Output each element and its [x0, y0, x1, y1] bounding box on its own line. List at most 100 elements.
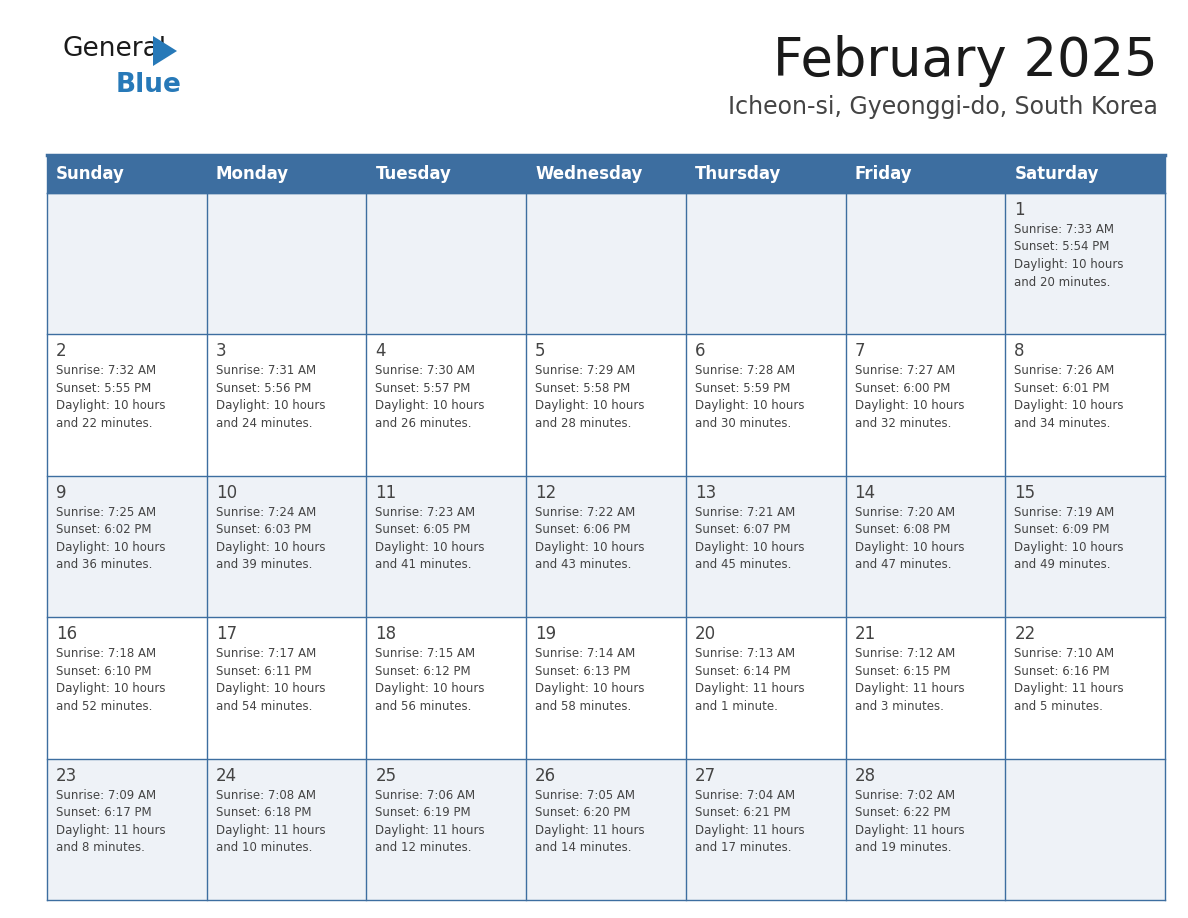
Text: Sunrise: 7:08 AM
Sunset: 6:18 PM
Daylight: 11 hours
and 10 minutes.: Sunrise: 7:08 AM Sunset: 6:18 PM Dayligh… — [216, 789, 326, 854]
Bar — [207, 476, 366, 617]
Bar — [846, 617, 1005, 758]
Text: 6: 6 — [695, 342, 706, 361]
Text: 19: 19 — [535, 625, 556, 644]
Text: 27: 27 — [695, 767, 716, 785]
Text: 22: 22 — [1015, 625, 1036, 644]
Text: 7: 7 — [854, 342, 865, 361]
Bar — [1005, 476, 1165, 617]
Text: Sunrise: 7:20 AM
Sunset: 6:08 PM
Daylight: 10 hours
and 47 minutes.: Sunrise: 7:20 AM Sunset: 6:08 PM Dayligh… — [854, 506, 965, 571]
Text: 12: 12 — [535, 484, 556, 502]
Text: Sunrise: 7:23 AM
Sunset: 6:05 PM
Daylight: 10 hours
and 41 minutes.: Sunrise: 7:23 AM Sunset: 6:05 PM Dayligh… — [375, 506, 485, 571]
Text: 5: 5 — [535, 342, 545, 361]
Bar — [685, 193, 846, 334]
Bar — [526, 193, 685, 334]
Bar — [1005, 334, 1165, 476]
Bar — [366, 193, 526, 334]
Bar — [685, 476, 846, 617]
Bar — [366, 476, 526, 617]
Text: Sunrise: 7:09 AM
Sunset: 6:17 PM
Daylight: 11 hours
and 8 minutes.: Sunrise: 7:09 AM Sunset: 6:17 PM Dayligh… — [56, 789, 165, 854]
Bar — [207, 617, 366, 758]
Text: Sunrise: 7:04 AM
Sunset: 6:21 PM
Daylight: 11 hours
and 17 minutes.: Sunrise: 7:04 AM Sunset: 6:21 PM Dayligh… — [695, 789, 804, 854]
Bar — [48, 476, 207, 617]
Text: Sunrise: 7:13 AM
Sunset: 6:14 PM
Daylight: 11 hours
and 1 minute.: Sunrise: 7:13 AM Sunset: 6:14 PM Dayligh… — [695, 647, 804, 712]
Text: 26: 26 — [535, 767, 556, 785]
Text: Sunrise: 7:29 AM
Sunset: 5:58 PM
Daylight: 10 hours
and 28 minutes.: Sunrise: 7:29 AM Sunset: 5:58 PM Dayligh… — [535, 364, 645, 430]
Text: Sunrise: 7:22 AM
Sunset: 6:06 PM
Daylight: 10 hours
and 43 minutes.: Sunrise: 7:22 AM Sunset: 6:06 PM Dayligh… — [535, 506, 645, 571]
Text: 17: 17 — [216, 625, 236, 644]
Bar — [526, 758, 685, 900]
Bar — [846, 193, 1005, 334]
Text: Sunrise: 7:30 AM
Sunset: 5:57 PM
Daylight: 10 hours
and 26 minutes.: Sunrise: 7:30 AM Sunset: 5:57 PM Dayligh… — [375, 364, 485, 430]
Bar — [1005, 193, 1165, 334]
Text: Saturday: Saturday — [1015, 165, 1099, 183]
Text: 11: 11 — [375, 484, 397, 502]
Text: 13: 13 — [695, 484, 716, 502]
Text: February 2025: February 2025 — [773, 35, 1158, 87]
Bar — [526, 334, 685, 476]
Bar — [1005, 758, 1165, 900]
Text: Sunrise: 7:26 AM
Sunset: 6:01 PM
Daylight: 10 hours
and 34 minutes.: Sunrise: 7:26 AM Sunset: 6:01 PM Dayligh… — [1015, 364, 1124, 430]
Text: 20: 20 — [695, 625, 716, 644]
Bar — [1005, 617, 1165, 758]
Bar — [685, 758, 846, 900]
Text: Sunrise: 7:12 AM
Sunset: 6:15 PM
Daylight: 11 hours
and 3 minutes.: Sunrise: 7:12 AM Sunset: 6:15 PM Dayligh… — [854, 647, 965, 712]
Text: 8: 8 — [1015, 342, 1025, 361]
Text: Wednesday: Wednesday — [535, 165, 643, 183]
Bar — [366, 617, 526, 758]
Text: Sunrise: 7:10 AM
Sunset: 6:16 PM
Daylight: 11 hours
and 5 minutes.: Sunrise: 7:10 AM Sunset: 6:16 PM Dayligh… — [1015, 647, 1124, 712]
Bar — [526, 476, 685, 617]
Text: Sunrise: 7:33 AM
Sunset: 5:54 PM
Daylight: 10 hours
and 20 minutes.: Sunrise: 7:33 AM Sunset: 5:54 PM Dayligh… — [1015, 223, 1124, 288]
Text: 15: 15 — [1015, 484, 1036, 502]
Text: Sunrise: 7:24 AM
Sunset: 6:03 PM
Daylight: 10 hours
and 39 minutes.: Sunrise: 7:24 AM Sunset: 6:03 PM Dayligh… — [216, 506, 326, 571]
Text: 18: 18 — [375, 625, 397, 644]
Text: 16: 16 — [56, 625, 77, 644]
Text: Sunrise: 7:18 AM
Sunset: 6:10 PM
Daylight: 10 hours
and 52 minutes.: Sunrise: 7:18 AM Sunset: 6:10 PM Dayligh… — [56, 647, 165, 712]
Text: Blue: Blue — [116, 72, 182, 98]
Text: Sunrise: 7:05 AM
Sunset: 6:20 PM
Daylight: 11 hours
and 14 minutes.: Sunrise: 7:05 AM Sunset: 6:20 PM Dayligh… — [535, 789, 645, 854]
Text: Sunrise: 7:32 AM
Sunset: 5:55 PM
Daylight: 10 hours
and 22 minutes.: Sunrise: 7:32 AM Sunset: 5:55 PM Dayligh… — [56, 364, 165, 430]
Bar — [207, 334, 366, 476]
Text: 1: 1 — [1015, 201, 1025, 219]
Bar — [207, 193, 366, 334]
Text: 21: 21 — [854, 625, 876, 644]
Text: Sunrise: 7:06 AM
Sunset: 6:19 PM
Daylight: 11 hours
and 12 minutes.: Sunrise: 7:06 AM Sunset: 6:19 PM Dayligh… — [375, 789, 485, 854]
Text: Sunrise: 7:14 AM
Sunset: 6:13 PM
Daylight: 10 hours
and 58 minutes.: Sunrise: 7:14 AM Sunset: 6:13 PM Dayligh… — [535, 647, 645, 712]
Bar — [48, 193, 207, 334]
Bar — [366, 334, 526, 476]
Bar — [48, 155, 1165, 193]
Text: 28: 28 — [854, 767, 876, 785]
Bar — [48, 334, 207, 476]
Bar — [685, 334, 846, 476]
Text: 3: 3 — [216, 342, 227, 361]
Text: Friday: Friday — [854, 165, 912, 183]
Text: Sunrise: 7:27 AM
Sunset: 6:00 PM
Daylight: 10 hours
and 32 minutes.: Sunrise: 7:27 AM Sunset: 6:00 PM Dayligh… — [854, 364, 965, 430]
Text: Sunrise: 7:19 AM
Sunset: 6:09 PM
Daylight: 10 hours
and 49 minutes.: Sunrise: 7:19 AM Sunset: 6:09 PM Dayligh… — [1015, 506, 1124, 571]
Text: Tuesday: Tuesday — [375, 165, 451, 183]
Text: 25: 25 — [375, 767, 397, 785]
Text: Icheon-si, Gyeonggi-do, South Korea: Icheon-si, Gyeonggi-do, South Korea — [728, 95, 1158, 119]
Text: Sunrise: 7:31 AM
Sunset: 5:56 PM
Daylight: 10 hours
and 24 minutes.: Sunrise: 7:31 AM Sunset: 5:56 PM Dayligh… — [216, 364, 326, 430]
Text: 9: 9 — [56, 484, 67, 502]
Text: 24: 24 — [216, 767, 236, 785]
Text: 4: 4 — [375, 342, 386, 361]
Text: Sunrise: 7:21 AM
Sunset: 6:07 PM
Daylight: 10 hours
and 45 minutes.: Sunrise: 7:21 AM Sunset: 6:07 PM Dayligh… — [695, 506, 804, 571]
Bar — [846, 476, 1005, 617]
Text: Sunrise: 7:28 AM
Sunset: 5:59 PM
Daylight: 10 hours
and 30 minutes.: Sunrise: 7:28 AM Sunset: 5:59 PM Dayligh… — [695, 364, 804, 430]
Bar — [685, 617, 846, 758]
Bar — [846, 758, 1005, 900]
Bar — [207, 758, 366, 900]
Text: Thursday: Thursday — [695, 165, 782, 183]
Bar — [846, 334, 1005, 476]
Text: 2: 2 — [56, 342, 67, 361]
Text: Sunrise: 7:02 AM
Sunset: 6:22 PM
Daylight: 11 hours
and 19 minutes.: Sunrise: 7:02 AM Sunset: 6:22 PM Dayligh… — [854, 789, 965, 854]
Text: 10: 10 — [216, 484, 236, 502]
Text: Sunrise: 7:17 AM
Sunset: 6:11 PM
Daylight: 10 hours
and 54 minutes.: Sunrise: 7:17 AM Sunset: 6:11 PM Dayligh… — [216, 647, 326, 712]
Bar — [48, 758, 207, 900]
Bar — [366, 758, 526, 900]
Bar — [48, 617, 207, 758]
Text: General: General — [62, 36, 166, 62]
Bar — [526, 617, 685, 758]
Text: Sunday: Sunday — [56, 165, 125, 183]
Text: 14: 14 — [854, 484, 876, 502]
Text: 23: 23 — [56, 767, 77, 785]
